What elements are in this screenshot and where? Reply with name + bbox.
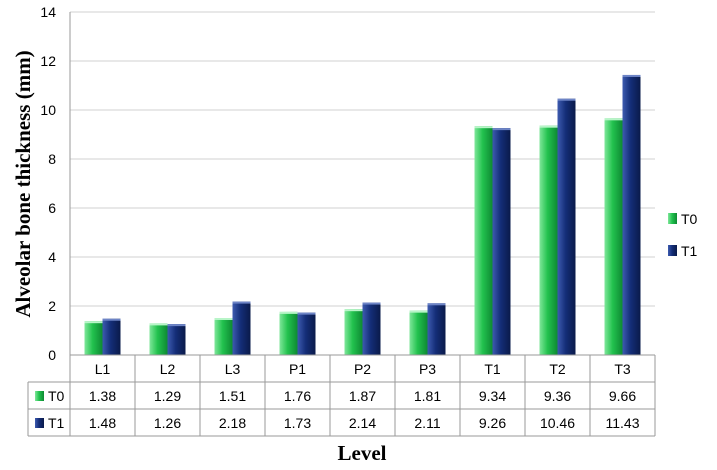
data-label: 1.26 [154,415,181,431]
bar-cap [84,321,103,324]
y-tick-label: 10 [40,102,56,118]
bar-t0-l2 [149,323,168,355]
y-tick-label: 6 [48,200,56,216]
data-label: 1.73 [284,415,311,431]
data-label: 1.48 [89,415,116,431]
data-label: 9.34 [479,388,506,404]
table-row-header: T0 [48,388,65,404]
bar-cap [427,303,446,306]
bar-t0-l3 [214,318,233,355]
bar-cap [492,128,511,131]
table-row-header: T1 [48,415,65,431]
bar-cap [279,311,298,314]
gridlines [69,11,655,356]
table-legend-key-t0 [35,391,44,401]
bar-t1-t1 [492,128,511,355]
data-label: 2.18 [219,415,246,431]
bar-cap [622,74,641,77]
bar-cap [344,309,363,312]
bar-t0-p3 [409,310,428,355]
bar-t1-t2 [557,98,576,355]
data-label: 1.87 [349,388,376,404]
data-label: 1.51 [219,388,246,404]
bar-t1-l2 [167,324,186,355]
x-tick-label: L3 [225,361,241,377]
y-tick-label: 4 [48,249,56,265]
bar-t1-t3 [622,74,641,355]
data-table: L1 L2 L3 P1 P2 P3 T1 T2 T3 T0 1.38 1.29 1.51 1.76 1.87… [27,354,656,437]
bar-cap [149,323,168,326]
bar-cap [474,126,493,129]
data-label: 9.66 [609,388,636,404]
bar-cap [409,310,428,313]
bar-cap [102,318,121,321]
bar-t0-t2 [539,125,558,356]
legend-key-t0 [668,213,677,224]
legend-label: T0 [681,211,698,227]
bar-cap [167,324,186,327]
table-legend-key-t1 [35,418,44,428]
bar-t0-l1 [84,321,103,355]
bar-cap [232,301,251,304]
data-label: 9.36 [544,388,571,404]
x-tick-label: T2 [549,361,566,377]
legend-label: T1 [681,243,698,259]
y-tick-label: 2 [48,298,56,314]
y-tick-label: 8 [48,151,56,167]
x-axis-title: Level [338,441,387,465]
x-tick-label: L1 [95,361,111,377]
x-tick-label: L2 [160,361,176,377]
bar-t1-p1 [297,312,316,355]
bar-t1-p3 [427,303,446,355]
y-axis-title: Alveolar bone thickness (mm) [11,50,35,317]
bar-t0-p2 [344,309,363,355]
bar-t1-l3 [232,301,251,355]
x-tick-label: P2 [354,361,371,377]
bars [84,74,641,356]
bar-cap [539,125,558,128]
data-label: 1.76 [284,388,311,404]
bar-t1-p2 [362,302,381,355]
legend: T0 T1 [668,211,698,259]
y-axis-ticks: 0 2 4 6 8 10 12 14 [40,4,56,363]
x-tick-label: P1 [289,361,306,377]
bar-t0-p1 [279,311,298,355]
data-label: 1.29 [154,388,181,404]
data-label: 1.38 [89,388,116,404]
data-label: 10.46 [540,415,575,431]
x-tick-label: T1 [484,361,501,377]
x-tick-label: T3 [614,361,631,377]
data-label: 2.14 [349,415,376,431]
bar-t1-l1 [102,318,121,355]
y-tick-label: 14 [40,4,56,20]
x-tick-label: P3 [419,361,436,377]
bar-cap [214,318,233,321]
bar-cap [297,312,316,315]
data-label: 2.11 [414,415,440,431]
data-label: 11.43 [606,415,640,431]
bar-t0-t1 [474,126,493,355]
bar-t0-t3 [604,118,623,355]
legend-key-t1 [668,245,677,256]
data-label: 1.81 [414,388,441,404]
data-label: 9.26 [479,415,506,431]
bar-cap [362,302,381,305]
y-tick-label: 12 [40,53,56,69]
bar-cap [604,118,623,121]
y-tick-label: 0 [48,347,56,363]
bar-cap [557,98,576,101]
